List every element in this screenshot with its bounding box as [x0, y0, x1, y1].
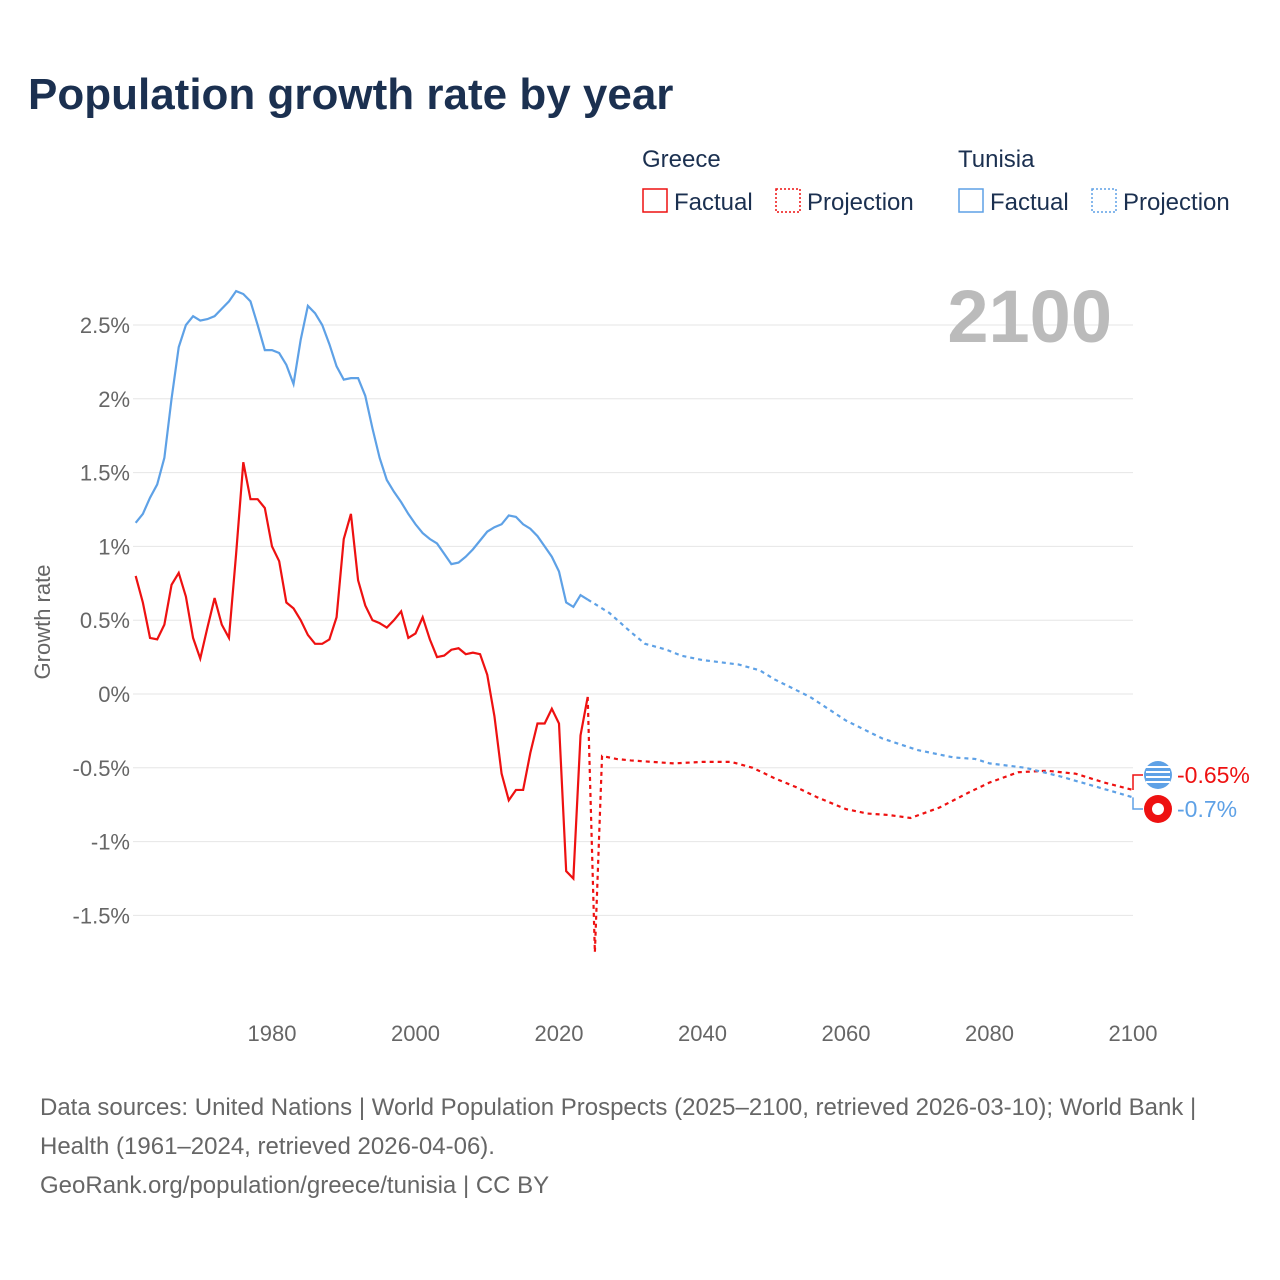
- y-tick-label: 1%: [98, 534, 130, 559]
- y-tick-label: 2%: [98, 387, 130, 412]
- chart: 2.5% 2% 1.5% 1% 0.5% 0% -0.5% -1% -1.5% 1980 2000 2…: [30, 146, 1250, 1046]
- x-tick-label: 2100: [1109, 1021, 1158, 1046]
- x-tick-label: 2000: [391, 1021, 440, 1046]
- factual-line-tunisia: [134, 289, 589, 609]
- legend-factual-swatch: [958, 188, 984, 213]
- projection-line-greece: [586, 696, 1134, 953]
- factual-line-greece: [134, 462, 589, 882]
- chart-title: Population growth rate by year: [28, 70, 674, 119]
- x-tick-label: 1980: [248, 1021, 297, 1046]
- y-tick-label: 0%: [98, 682, 130, 707]
- end-value-label: -0.7%: [1177, 796, 1237, 822]
- flag-emblem: [1152, 803, 1164, 815]
- sources-text: Data sources: United Nations | World Pop…: [40, 1094, 1197, 1160]
- legend-factual-swatch: [642, 188, 668, 213]
- projection-line-tunisia: [587, 598, 1134, 799]
- y-tick-label: 0.5%: [80, 608, 130, 633]
- x-tick-label: 2020: [535, 1021, 584, 1046]
- flag-stripe: [1146, 766, 1170, 768]
- flag-stripe: [1146, 776, 1170, 778]
- legend-projection-swatch: [1091, 188, 1117, 213]
- end-value-label: -0.65%: [1177, 762, 1250, 788]
- sources: Data sources: United Nations | World Pop…: [40, 1088, 1240, 1205]
- greece-flag-icon: [1144, 761, 1172, 789]
- x-tick-label: 2080: [965, 1021, 1014, 1046]
- y-tick-label: -0.5%: [73, 756, 130, 781]
- y-axis-label: Growth rate: [30, 565, 55, 680]
- flag-stripe: [1146, 771, 1170, 773]
- legend-group-title: Tunisia: [958, 146, 1035, 173]
- sources-link[interactable]: GeoRank.org/population/greece/tunisia | …: [40, 1172, 550, 1199]
- legend-projection-swatch: [775, 188, 801, 213]
- x-tick-label: 2060: [822, 1021, 871, 1046]
- legend-group-title: Greece: [642, 146, 721, 173]
- flag-stripe: [1146, 781, 1170, 783]
- legend-factual-label: Factual: [990, 189, 1069, 216]
- y-tick-label: -1%: [91, 830, 130, 855]
- legend-projection-label: Projection: [1123, 189, 1230, 216]
- legend-factual-label: Factual: [674, 189, 753, 216]
- legend-projection-label: Projection: [807, 189, 914, 216]
- y-tick-label: 1.5%: [80, 461, 130, 486]
- label-connector: [1132, 774, 1143, 790]
- x-tick-label: 2040: [678, 1021, 727, 1046]
- y-tick-label: -1.5%: [73, 903, 130, 928]
- year-watermark: 2100: [947, 275, 1112, 358]
- label-connector: [1132, 797, 1143, 810]
- y-tick-label: 2.5%: [80, 313, 130, 338]
